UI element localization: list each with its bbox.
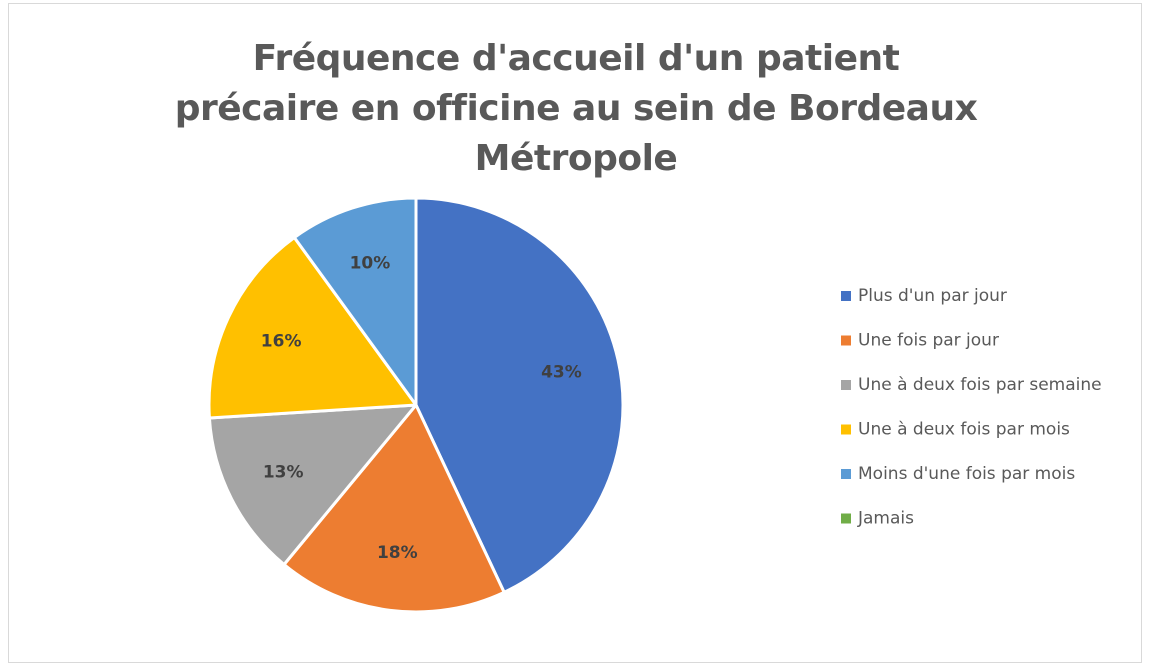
legend-label: Moins d'une fois par mois (858, 464, 1075, 484)
legend-label: Une à deux fois par mois (858, 420, 1070, 440)
legend-swatch (841, 513, 851, 524)
legend-label: Une à deux fois par semaine (858, 375, 1102, 395)
legend-swatch (841, 469, 851, 479)
data-label: 10% (350, 253, 391, 273)
legend-swatch (841, 424, 851, 435)
pie-slice (282, 403, 506, 614)
chart-frame (8, 3, 1142, 663)
legend-label: Plus d'un par jour (858, 286, 1007, 306)
pie-slice (207, 403, 418, 566)
legend-label: Une fois par jour (858, 331, 999, 351)
legend-label: Jamais (857, 509, 914, 529)
legend-swatch (841, 335, 851, 346)
data-label: 43% (541, 362, 582, 382)
data-label: 13% (263, 463, 304, 483)
data-label: 18% (377, 543, 418, 563)
data-label: 16% (261, 332, 302, 352)
chart-title: Fréquence d'accueil d'un patient précair… (174, 38, 978, 179)
pie-slice (414, 196, 625, 594)
legend-swatch (841, 291, 851, 301)
pie-slice (292, 196, 418, 407)
pie-slice (207, 236, 418, 420)
legend-swatch (841, 380, 851, 390)
